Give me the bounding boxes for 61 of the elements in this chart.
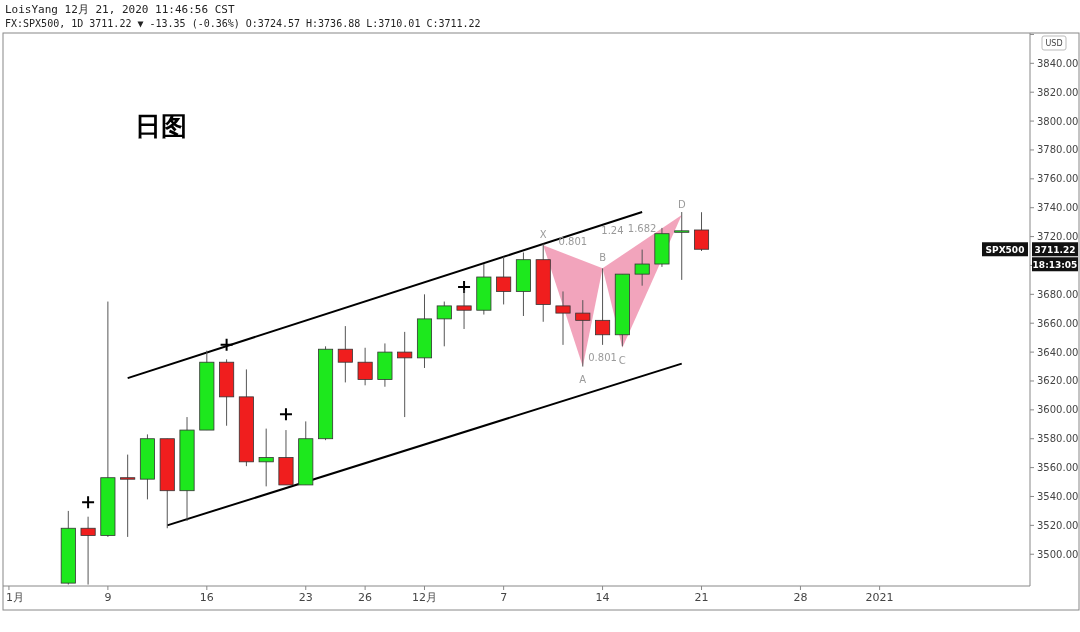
candlestick [595, 267, 611, 346]
x-tick-label: 26 [358, 591, 373, 604]
x-tick-label: 28 [793, 591, 808, 604]
candlestick [634, 249, 650, 287]
y-tick-label: 3760.00 [1037, 173, 1079, 185]
y-tick-label: 3720.00 [1037, 231, 1079, 243]
chart-subtitle: FX:SPX500, 1D 3711.22 ▼ -13.35 (-0.36%) O:3724.57 H:3736.88 L:3710.01 C:3711.22 [5, 18, 481, 29]
y-tick-label: 3500.00 [1037, 548, 1079, 560]
x-tick-label: 9 [104, 591, 112, 604]
candlestick [674, 211, 690, 281]
point [81, 495, 96, 510]
candlestick [555, 290, 571, 346]
candlestick [397, 331, 413, 418]
x-tick-label: 1月 [6, 591, 24, 604]
annotation: 0.801 [558, 235, 588, 247]
annotation: 1.24 [601, 225, 624, 237]
candlestick [357, 347, 373, 386]
x-tick-label: 16 [199, 591, 214, 604]
y-tick-label: 3560.00 [1037, 462, 1079, 474]
x-tick-label: 12月 [411, 591, 437, 604]
y-tick-label: 3540.00 [1037, 490, 1079, 502]
x-tick-label: 2021 [865, 591, 894, 604]
annotation: A [579, 373, 587, 385]
annotation: C [618, 354, 626, 366]
y-tick-label: 3660.00 [1037, 317, 1079, 329]
x-tick-label: 23 [298, 591, 313, 604]
text: 18:13:05 [1032, 259, 1078, 270]
y-tick-label: 3800.00 [1037, 115, 1079, 127]
annotation: D [677, 198, 686, 210]
y-tick-label: 3620.00 [1037, 375, 1079, 387]
candlestick [80, 516, 96, 586]
y-tick-label: 3820.00 [1037, 86, 1079, 98]
x-tick-label: 7 [500, 591, 508, 604]
candlestick [120, 454, 136, 538]
candlestick [496, 256, 512, 305]
y-axis-title: USD [1045, 39, 1063, 48]
y-tick-label: 3640.00 [1037, 346, 1079, 358]
y-tick-label: 3740.00 [1037, 202, 1079, 214]
y-tick-label: 3520.00 [1037, 519, 1079, 531]
annotation: 1.682 [627, 222, 657, 234]
candlestick [694, 211, 710, 252]
annotation: SPX500 [985, 244, 1025, 255]
point [278, 407, 293, 422]
y-tick-label: 3840.00 [1037, 57, 1079, 69]
y-tick-label: 3780.00 [1037, 144, 1079, 156]
candlestick [436, 301, 452, 347]
x-tick-label: 14 [595, 591, 610, 604]
chart-title: LoisYang 12月 21, 2020 11:46:56 CST [5, 3, 235, 16]
annotation: B [599, 252, 607, 264]
x-tick-label: 21 [694, 591, 709, 604]
candlestick [258, 428, 274, 487]
annotation: 0.801 [588, 352, 617, 364]
y-tick-label: 3600.00 [1037, 404, 1079, 416]
annotation: 日图 [135, 111, 187, 141]
text: 3711.22 [1034, 244, 1076, 255]
point [219, 337, 234, 352]
candlestick [575, 299, 591, 368]
annotation: X [539, 229, 547, 241]
y-tick-label: 3580.00 [1037, 433, 1079, 445]
y-tick-label: 3680.00 [1037, 288, 1079, 300]
candlestick [337, 325, 353, 383]
